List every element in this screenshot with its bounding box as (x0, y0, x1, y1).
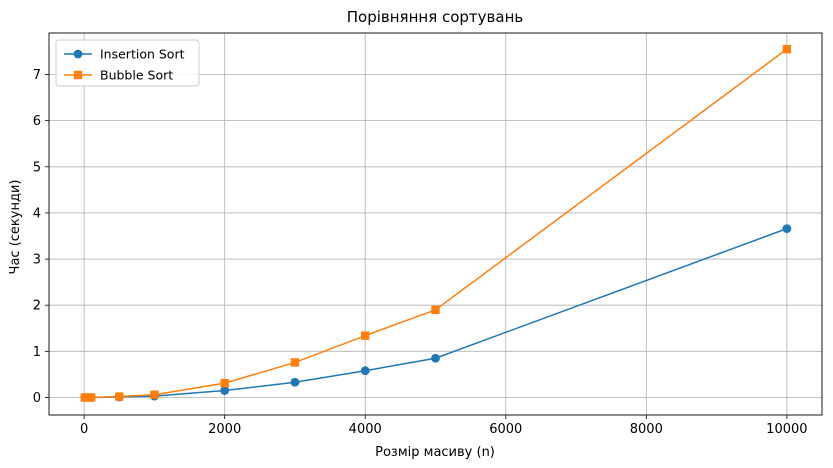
data-point-circle (220, 386, 230, 395)
x-tick-label: 2000 (208, 422, 241, 437)
x-tick-label: 10000 (766, 422, 807, 437)
data-point-circle (360, 366, 370, 376)
y-tick-label: 0 (33, 391, 41, 406)
data-point-square (80, 393, 90, 402)
legend-marker-circle (73, 49, 83, 59)
x-tick-label: 6000 (489, 422, 522, 437)
y-tick-label: 5 (33, 160, 41, 175)
data-point-square (115, 392, 124, 401)
legend-label: Insertion Sort (100, 47, 185, 62)
x-axis-label: Розмір масиву (n) (375, 445, 495, 460)
y-tick-label: 2 (33, 299, 41, 314)
x-tick-label: 0 (80, 422, 88, 437)
data-point-circle (290, 377, 300, 387)
legend: Insertion Sort Bubble Sort (55, 39, 200, 87)
y-tick-label: 6 (33, 114, 41, 129)
data-point-square (86, 393, 96, 402)
axis-ticks: 0 2000 4000 6000 8000 10000 0 1 2 3 4 5 6 7 (33, 68, 808, 437)
data-point-circle (431, 353, 440, 363)
y-axis-label: Час (секунди) (8, 180, 23, 275)
y-tick-label: 3 (33, 253, 41, 268)
data-point-square (150, 390, 159, 399)
y-tick-label: 4 (33, 206, 41, 221)
legend-label: Bubble Sort (100, 68, 173, 83)
plot-frame (48, 32, 823, 416)
data-point-square (290, 358, 300, 367)
x-tick-label: 8000 (630, 422, 663, 437)
legend-marker-square (73, 70, 83, 80)
data-point-square (782, 44, 792, 54)
y-tick-label: 7 (33, 68, 41, 83)
series-markers (80, 44, 792, 402)
x-tick-label: 4000 (349, 422, 382, 437)
grid (49, 33, 822, 415)
data-point-square (220, 378, 229, 388)
data-point-square (431, 305, 440, 315)
y-tick-label: 1 (33, 345, 41, 360)
data-point-square (361, 331, 370, 340)
chart-title: Порівняння сортувань (347, 8, 523, 26)
data-point-circle (782, 224, 792, 234)
